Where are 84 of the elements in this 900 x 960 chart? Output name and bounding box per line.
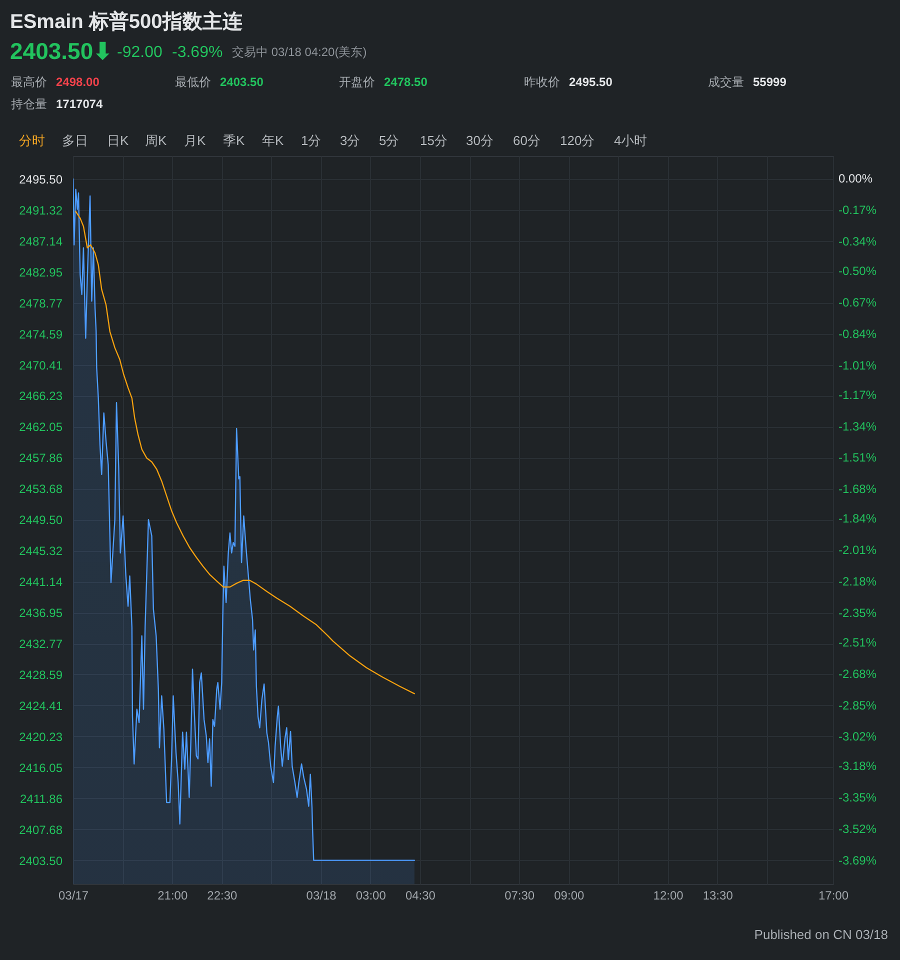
y2-tick-label: -2.18%	[838, 574, 877, 588]
y-tick-label: 2441.14	[19, 575, 63, 590]
text: 交易中 03/18 04:20(美东)	[232, 45, 367, 59]
y-tick-label: 2466.23	[19, 389, 63, 404]
y2-tick-label: -2.35%	[838, 606, 877, 620]
text: 15分	[420, 133, 448, 148]
y2-tick-label: -2.85%	[838, 698, 877, 712]
y2-tick-label: -2.68%	[838, 666, 877, 681]
y-tick-label: 2487.14	[19, 234, 63, 248]
y-tick-label: 2457.86	[19, 451, 63, 466]
y-tick-label: 2474.59	[19, 327, 63, 342]
x-tick-label: 04:30	[405, 888, 436, 902]
y2-tick-label: -3.69%	[838, 853, 877, 868]
y2-tick-label: -1.34%	[838, 419, 877, 434]
y2-tick-label: -0.84%	[838, 326, 877, 341]
y-tick-label: 2428.59	[19, 668, 63, 682]
y-tick-label: 2445.32	[19, 544, 63, 558]
y2-tick-label: -1.68%	[838, 482, 877, 496]
text: -3.69%	[172, 44, 223, 61]
x-tick-label: 22:30	[207, 888, 238, 902]
y2-tick-label: -1.17%	[838, 388, 877, 402]
y2-tick-label: -3.35%	[838, 790, 877, 805]
x-tick-label: 09:00	[554, 888, 584, 902]
x-tick-label: 03:00	[356, 888, 386, 902]
y2-tick-label: -0.50%	[838, 264, 877, 278]
y-tick-label: 2462.05	[19, 420, 63, 434]
text: 60分	[513, 133, 540, 148]
text: -92.00	[117, 44, 162, 61]
y-tick-label: 2478.77	[19, 296, 63, 310]
text: 昨收价 2495.50	[524, 75, 613, 89]
text: 成交量 55999	[708, 75, 787, 89]
text: 持仓量 1717074	[11, 97, 104, 111]
text: 5分	[379, 133, 400, 148]
text: 4小时	[614, 133, 648, 148]
y-tick-label: 2449.50	[19, 513, 63, 528]
y2-tick-label: -1.84%	[838, 512, 877, 526]
y-tick-label: 2403.50	[19, 854, 63, 868]
x-tick-label: 03/18	[306, 888, 337, 902]
text: 日K	[107, 133, 129, 148]
y2-tick-label: -3.02%	[838, 730, 877, 744]
x-tick-label: 21:00	[158, 888, 188, 902]
text: 30分	[466, 133, 494, 148]
x-tick-label: 13:30	[702, 888, 734, 902]
y-tick-label: 2420.23	[19, 730, 63, 744]
y-tick-label: 2416.05	[19, 760, 63, 775]
y-tick-label: 2491.32	[19, 203, 63, 218]
text: 3分	[340, 133, 360, 148]
y-tick-label: 2407.68	[19, 822, 63, 837]
y-tick-label: 2495.50	[19, 172, 63, 186]
text: 多日	[62, 133, 88, 148]
y2-tick-label: -3.18%	[838, 759, 877, 774]
text: 2403.50⬇	[10, 38, 112, 64]
text: 季K	[223, 133, 245, 148]
y-tick-label: 2436.95	[19, 606, 63, 620]
x-tick-label: 17:00	[818, 888, 849, 902]
x-tick-label: 12:00	[653, 888, 684, 902]
y-tick-label: 2470.41	[19, 358, 63, 372]
y2-tick-label: -1.51%	[838, 450, 877, 465]
y2-tick-label: -2.01%	[838, 543, 877, 558]
y2-tick-label: 0.00%	[838, 172, 873, 186]
text: 月K	[184, 133, 206, 148]
text: 1分	[301, 133, 322, 148]
text: 分时	[19, 133, 45, 148]
text: 最高价 2498.00	[11, 75, 100, 89]
text: Published on CN 03/18	[754, 927, 888, 942]
text: 周K	[145, 133, 167, 148]
y-tick-label: 2411.86	[20, 792, 63, 806]
y-tick-label: 2424.41	[19, 698, 63, 713]
x-tick-label: 07:30	[504, 888, 535, 902]
y-tick-label: 2432.77	[19, 637, 63, 652]
text: 最低价 2403.50	[175, 75, 264, 89]
x-tick-label: 03/17	[58, 888, 89, 902]
y2-tick-label: -3.52%	[838, 822, 877, 836]
chart-title: ESmain 标普500指数主连	[10, 10, 242, 33]
y2-tick-label: -2.51%	[838, 635, 877, 650]
text: 年K	[262, 133, 284, 148]
text: 开盘价 2478.50	[339, 75, 428, 89]
y2-tick-label: -1.01%	[838, 358, 877, 372]
y2-tick-label: -0.34%	[838, 234, 877, 248]
y-tick-label: 2453.68	[19, 482, 63, 496]
y-tick-label: 2482.95	[19, 265, 63, 280]
text: 120分	[560, 133, 595, 148]
y2-tick-label: -0.17%	[838, 203, 877, 218]
y2-tick-label: -0.67%	[838, 295, 877, 310]
